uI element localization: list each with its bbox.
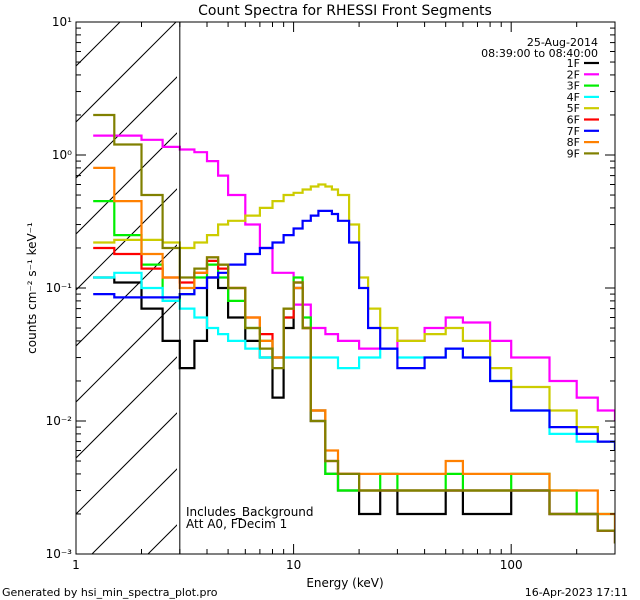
time-range-label: 08:39:00 to 08:40:00 bbox=[481, 47, 598, 60]
legend-label: 2F bbox=[567, 68, 580, 81]
hatch-line bbox=[76, 22, 177, 123]
legend-label: 8F bbox=[567, 136, 580, 149]
chart-title: Count Spectra for RHESSI Front Segments bbox=[198, 3, 492, 19]
hatch-line bbox=[76, 76, 177, 179]
hatch-line bbox=[76, 188, 177, 291]
hatch-line bbox=[76, 22, 121, 67]
legend-label: 5F bbox=[567, 102, 580, 115]
legend-label: 9F bbox=[567, 147, 580, 160]
series-line-7f bbox=[93, 209, 615, 451]
y-tick-label: 10⁰ bbox=[52, 148, 72, 162]
x-tick-label: 1 bbox=[72, 558, 80, 572]
x-tick-label: 10 bbox=[286, 558, 301, 572]
hatch-line bbox=[0, 0, 92, 554]
x-tick-label: 100 bbox=[500, 558, 523, 572]
y-tick-label: 10⁻¹ bbox=[46, 281, 73, 295]
series-line-4f bbox=[93, 271, 615, 451]
hatch-line bbox=[76, 300, 177, 403]
legend-label: 1F bbox=[567, 57, 580, 70]
series-line-2f bbox=[93, 134, 615, 421]
hatch-line bbox=[76, 412, 177, 515]
excluded-energy-hatch bbox=[0, 0, 640, 554]
series-line-6f bbox=[93, 246, 615, 544]
y-tick-label: 10¹ bbox=[52, 15, 72, 29]
hatch-line bbox=[76, 244, 177, 347]
legend-label: 4F bbox=[567, 91, 580, 104]
generator-credit: Generated by hsi_min_spectra_plot.pro bbox=[2, 586, 218, 599]
series-line-5f bbox=[93, 183, 615, 451]
timestamp: 16-Apr-2023 17:11 bbox=[525, 586, 628, 599]
attenuator-note: Att A0, FDecim 1 bbox=[186, 517, 287, 531]
y-tick-label: 10⁻² bbox=[46, 414, 73, 428]
hatch-line bbox=[260, 0, 640, 554]
x-axis-label: Energy (keV) bbox=[306, 576, 383, 590]
hatch-line bbox=[76, 356, 177, 459]
background-note: Includes_Background bbox=[186, 505, 314, 519]
series-layer bbox=[93, 113, 615, 544]
hatch-line bbox=[76, 132, 177, 235]
y-axis-label: counts cm⁻² s⁻¹ keV⁻¹ bbox=[25, 222, 39, 354]
legend-label: 6F bbox=[567, 114, 580, 127]
legend-label: 7F bbox=[567, 125, 580, 138]
axis-ticks: 1 10 100 10¹ 10⁰ 10⁻¹ 10⁻² 10⁻³ bbox=[46, 15, 616, 572]
series-line-8f bbox=[93, 166, 615, 531]
series-line-9f bbox=[93, 113, 615, 544]
y-tick-label: 10⁻³ bbox=[46, 547, 73, 561]
date-label: 25-Aug-2014 bbox=[527, 36, 598, 49]
legend-label: 3F bbox=[567, 80, 580, 93]
